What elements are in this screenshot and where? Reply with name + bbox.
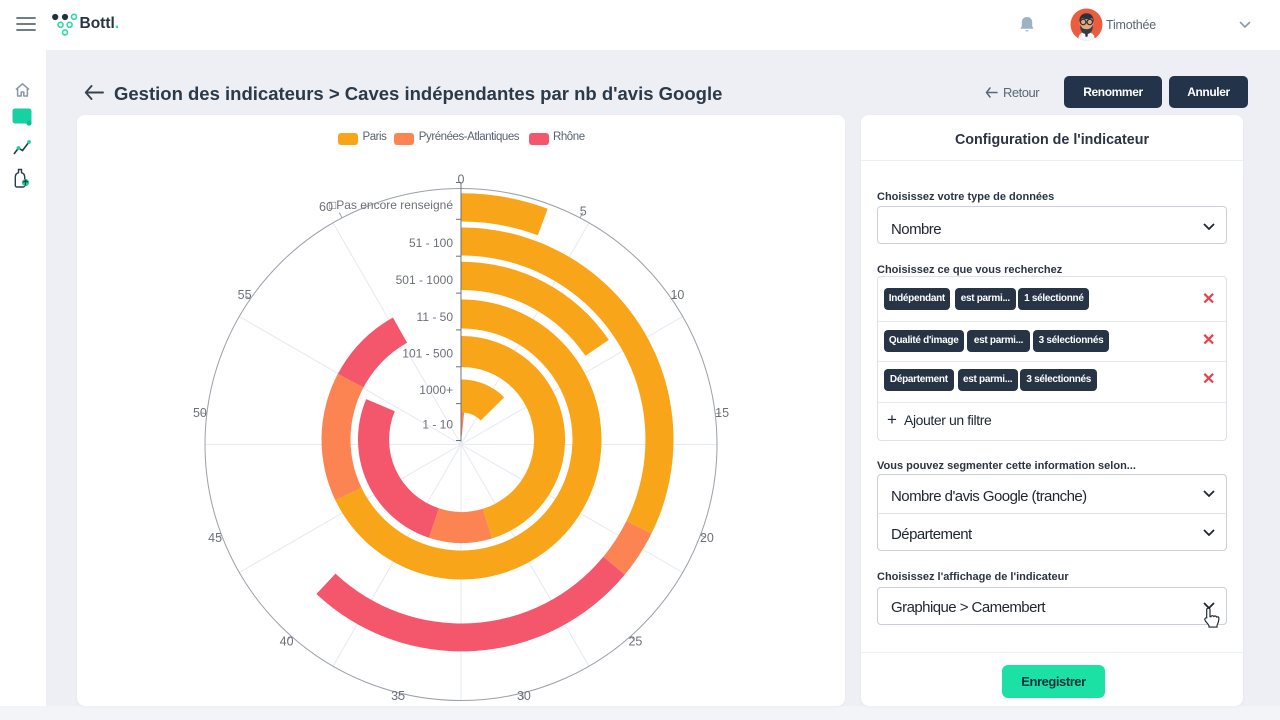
svg-text:45: 45	[208, 531, 222, 545]
svg-text:10: 10	[670, 288, 684, 302]
svg-text:1 - 10: 1 - 10	[422, 417, 453, 431]
svg-text:5: 5	[580, 205, 587, 219]
svg-text:20: 20	[700, 531, 714, 545]
svg-text:0: 0	[458, 173, 465, 187]
svg-text:□Pas encore renseigné: □Pas encore renseigné	[329, 198, 453, 212]
svg-text:30: 30	[517, 689, 531, 703]
svg-text:55: 55	[238, 288, 252, 302]
svg-text:50: 50	[193, 406, 207, 420]
svg-text:35: 35	[391, 689, 405, 703]
svg-text:40: 40	[280, 634, 294, 648]
svg-text:60: 60	[319, 200, 333, 214]
svg-text:25: 25	[628, 634, 642, 648]
svg-text:1000+: 1000+	[419, 383, 453, 397]
svg-text:101 - 500: 101 - 500	[402, 347, 453, 361]
svg-text:51 - 100: 51 - 100	[409, 236, 453, 250]
svg-text:501 - 1000: 501 - 1000	[396, 273, 454, 287]
svg-text:15: 15	[715, 406, 729, 420]
svg-text:11 - 50: 11 - 50	[417, 310, 454, 324]
